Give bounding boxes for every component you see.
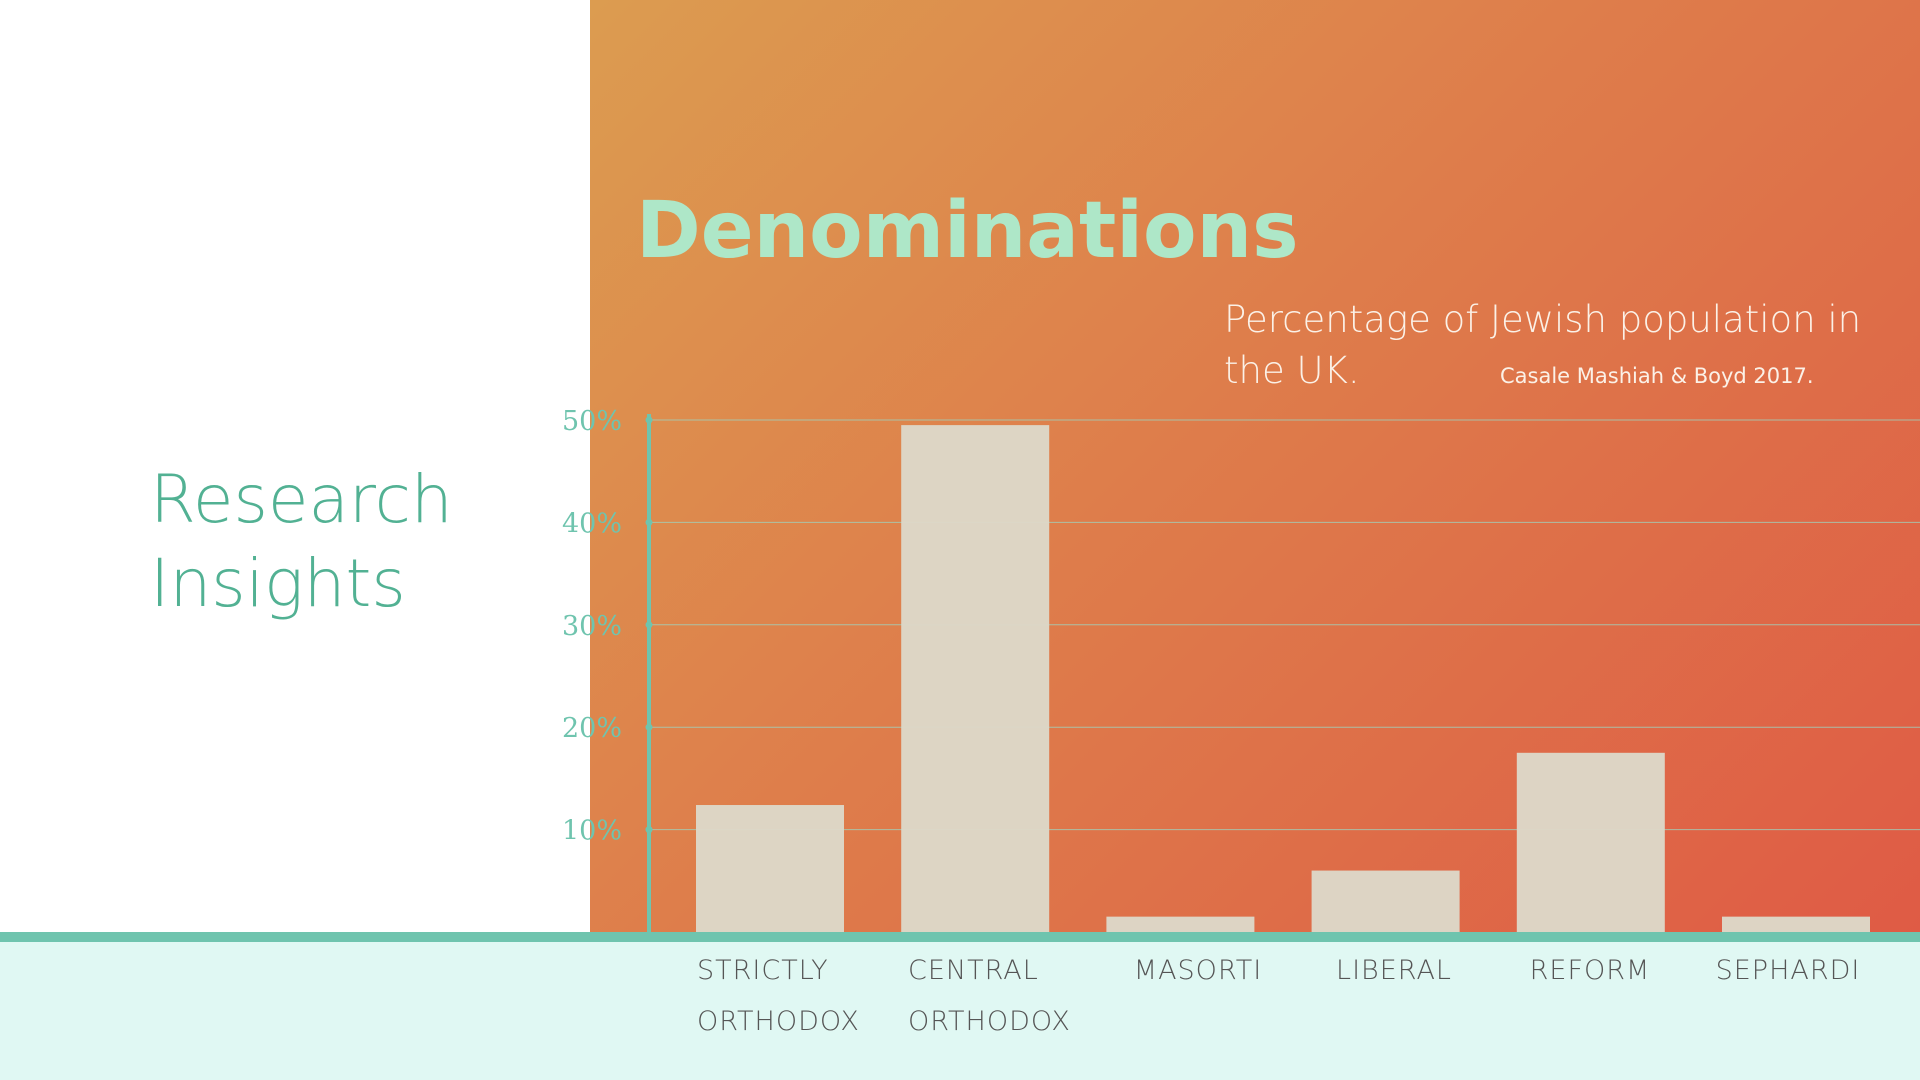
bar — [1106, 916, 1255, 932]
baseline-bar — [0, 932, 1920, 942]
bar — [1516, 752, 1665, 932]
section-title-line-2: Insights — [150, 545, 406, 622]
y-tick-label: 30% — [562, 611, 622, 642]
x-tick-label: STRICTLY — [697, 955, 829, 986]
chart-source: Casale Mashiah & Boyd 2017. — [1500, 364, 1814, 388]
x-tick-label: REFORM — [1530, 955, 1651, 986]
bar — [1722, 916, 1870, 932]
x-tick-label: ORTHODOX — [697, 1006, 860, 1037]
x-tick-label: CENTRAL — [908, 955, 1039, 986]
section-title-line-1: Research — [150, 461, 453, 538]
bar — [696, 805, 844, 932]
y-tick-label: 10% — [562, 816, 622, 847]
footer-band — [0, 932, 1920, 1080]
y-tick-label: 40% — [562, 508, 622, 539]
bar — [1311, 870, 1460, 932]
x-tick-label: LIBERAL — [1336, 955, 1452, 986]
y-tick-label: 50% — [562, 406, 622, 437]
x-tick-label: MASORTI — [1134, 955, 1262, 986]
left-panel — [0, 0, 590, 932]
chart-title: Denominations — [636, 186, 1299, 276]
x-tick-label: SEPHARDI — [1716, 955, 1861, 986]
bar — [901, 425, 1050, 932]
y-tick-label: 20% — [562, 713, 622, 744]
x-tick-label: ORTHODOX — [908, 1006, 1071, 1037]
chart-background — [590, 0, 1920, 932]
chart-subtitle: Percentage of Jewish population in the U… — [1224, 298, 1862, 392]
section-title: Research Insights — [150, 458, 453, 626]
